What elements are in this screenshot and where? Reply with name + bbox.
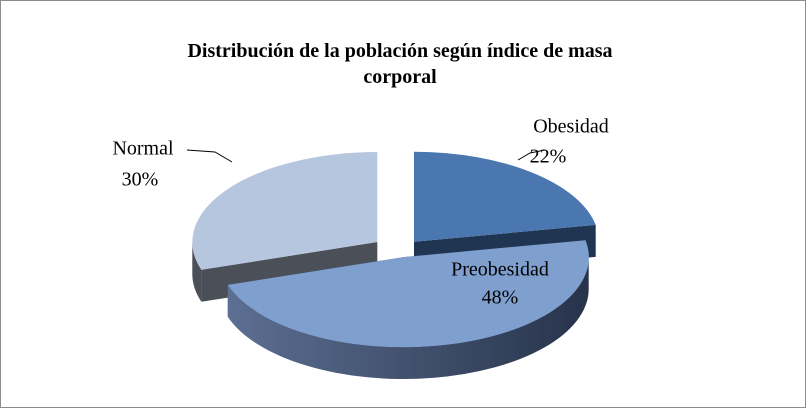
data-label: 22% bbox=[530, 146, 567, 168]
slice-wall bbox=[227, 257, 589, 380]
chart-title: Distribución de la población según índic… bbox=[187, 40, 613, 88]
data-label: 48% bbox=[482, 287, 519, 309]
data-label: Normal bbox=[112, 138, 174, 160]
leader-line bbox=[186, 149, 233, 163]
leader-line bbox=[517, 149, 546, 161]
data-label: 30% bbox=[122, 169, 159, 191]
slice-top bbox=[227, 240, 589, 348]
slice-top bbox=[192, 152, 378, 270]
data-label: Preobesidad bbox=[451, 259, 549, 281]
slice-wall bbox=[192, 242, 202, 302]
data-label: Obesidad bbox=[533, 116, 609, 138]
slice-top bbox=[414, 151, 596, 242]
pie-slice bbox=[227, 240, 589, 380]
